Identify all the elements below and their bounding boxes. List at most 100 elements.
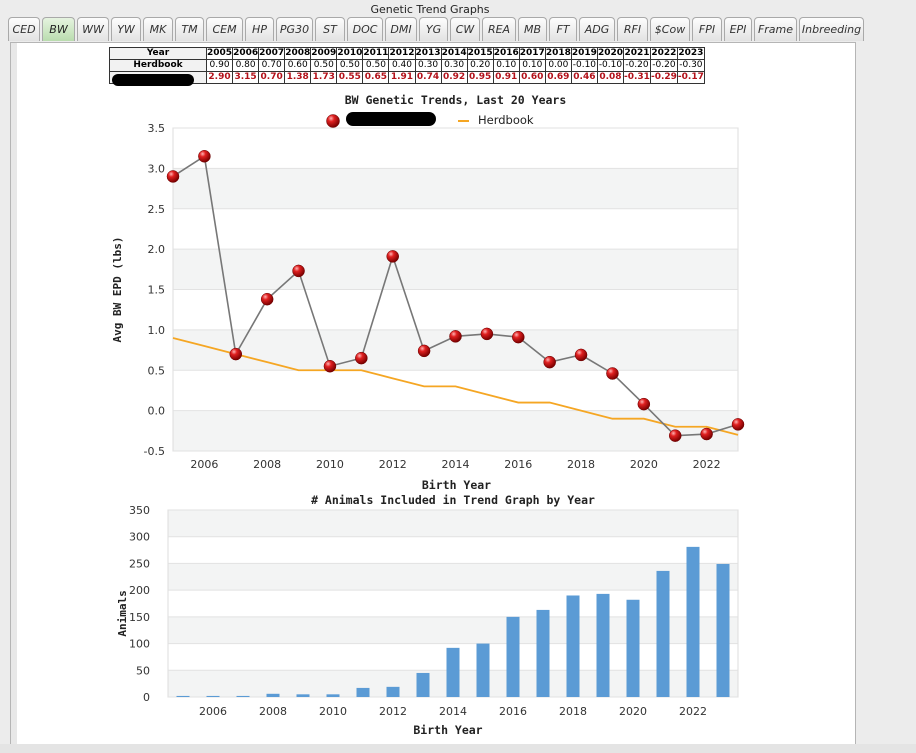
herdbook-value-cell: 0.10	[518, 59, 546, 72]
tab-pg30[interactable]: PG30	[276, 17, 313, 41]
tab-st[interactable]: ST	[315, 17, 345, 41]
tab-ft[interactable]: FT	[549, 17, 577, 41]
tab-ww[interactable]: WW	[77, 17, 109, 41]
bar	[236, 695, 250, 697]
bar	[536, 609, 550, 697]
data-point-herd	[606, 367, 619, 380]
year-row: Year 2005 2006 2007 2008 2009 2010 2011 2012 201…	[109, 47, 705, 60]
tab-rea[interactable]: REA	[482, 17, 516, 41]
y-tick-label: 100	[129, 638, 150, 651]
tab-fpi[interactable]: FPI	[692, 17, 722, 41]
year-cell: 2007	[258, 47, 286, 60]
tab-adg[interactable]: ADG	[579, 17, 615, 41]
herd-value-cell: -0.29	[649, 71, 678, 84]
herd-value-cell: 1.38	[284, 71, 312, 84]
bar	[446, 647, 460, 697]
herd-value-cell: 0.46	[570, 71, 598, 84]
herdbook-value-cell: 0.40	[388, 59, 416, 72]
bar	[716, 563, 730, 697]
x-tick-label: 2012	[379, 705, 407, 718]
data-point-herd	[543, 355, 556, 369]
x-tick-label: 2020	[630, 458, 658, 471]
x-axis-label: Birth Year	[413, 723, 482, 737]
tab-yw[interactable]: YW	[111, 17, 141, 41]
x-tick-label: 2018	[559, 705, 587, 718]
window-title: Genetic Trend Graphs	[370, 3, 490, 16]
year-cell: 2022	[649, 47, 678, 60]
trend-data-table: Year 2005 2006 2007 2008 2009 2010 2011 2012 201…	[109, 47, 705, 84]
y-tick-label: 250	[129, 557, 150, 570]
tab-doc[interactable]: DOC	[347, 17, 383, 41]
panel-left-strip	[11, 43, 17, 752]
x-tick-label: 2022	[679, 705, 707, 718]
tab-epi[interactable]: EPI	[724, 17, 752, 41]
bar	[176, 695, 190, 697]
y-tick-label: 0	[143, 691, 150, 704]
herd-value-cell: 0.08	[596, 71, 625, 84]
x-tick-label: 2016	[504, 458, 532, 471]
x-tick-label: 2014	[439, 705, 467, 718]
data-point-herd	[480, 327, 494, 341]
herd-value-cell: 0.70	[258, 71, 286, 84]
year-cell: 2013	[414, 47, 442, 60]
herdbook-value-cell: 0.30	[440, 59, 468, 72]
bar	[596, 593, 610, 697]
plot-band	[173, 249, 738, 290]
herdbook-row-label: Herdbook	[109, 59, 207, 72]
herdbook-value-cell: 0.60	[284, 59, 312, 72]
y-axis-label: Avg BW EPD (lbs)	[111, 237, 124, 343]
bar	[296, 694, 310, 697]
herdbook-value-cell: -0.10	[570, 59, 598, 72]
x-tick-label: 2022	[693, 458, 721, 471]
year-cell: 2006	[232, 47, 260, 60]
bar	[656, 570, 670, 697]
tab-inbreeding[interactable]: Inbreeding	[799, 17, 864, 41]
year-cell: 2014	[440, 47, 468, 60]
y-tick-label: 200	[129, 584, 150, 597]
tab-hp[interactable]: HP	[245, 17, 274, 41]
year-cell: 2005	[205, 47, 234, 60]
tab-mb[interactable]: MB	[518, 17, 547, 41]
data-point-herd	[668, 429, 682, 442]
herdbook-value-cell: 0.90	[205, 59, 234, 72]
bar	[326, 694, 340, 697]
herd-value-cell: -0.17	[676, 71, 705, 84]
bar	[386, 686, 400, 697]
herdbook-value-cell: -0.30	[676, 59, 705, 72]
legend-redacted-name	[346, 112, 436, 126]
herd-value-cell: 0.74	[414, 71, 442, 84]
tab-tm[interactable]: TM	[175, 17, 204, 41]
tab-mk[interactable]: MK	[143, 17, 173, 41]
tab-cow[interactable]: $Cow	[650, 17, 690, 41]
series-line-herdbook	[172, 337, 739, 436]
year-cell: 2023	[676, 47, 705, 60]
tab-cem[interactable]: CEM	[206, 17, 243, 41]
x-tick-label: 2020	[619, 705, 647, 718]
tab-ced[interactable]: CED	[8, 17, 40, 41]
herd-value-cell: 0.92	[440, 71, 468, 84]
tab-frame[interactable]: Frame	[754, 17, 797, 41]
data-point-herd	[449, 330, 462, 343]
herd-value-cell: 0.95	[466, 71, 494, 84]
tab-bw[interactable]: BW	[42, 17, 75, 41]
year-cell: 2009	[310, 47, 338, 60]
year-cell: 2021	[623, 47, 651, 60]
right-gutter	[856, 42, 916, 753]
tab-yg[interactable]: YG	[419, 17, 448, 41]
herd-value-cell: 0.65	[362, 71, 390, 84]
tab-cw[interactable]: CW	[450, 17, 480, 41]
bar	[506, 616, 520, 697]
y-tick-label: 300	[129, 531, 150, 544]
herd-row: 2.90 3.15 0.70 1.38 1.73 0.55 0.65 1.91 0.74 0.92…	[109, 71, 705, 84]
plot-band	[173, 410, 738, 451]
year-cell: 2017	[518, 47, 546, 60]
y-tick-label: 1.0	[148, 324, 166, 337]
tab-rfi[interactable]: RFI	[617, 17, 648, 41]
y-axis-label: Animals	[116, 590, 129, 636]
y-tick-label: 50	[136, 664, 150, 677]
data-point-herd	[323, 359, 337, 373]
x-tick-label: 2010	[319, 705, 347, 718]
redacted-herd-name	[112, 74, 194, 86]
tab-dmi[interactable]: DMI	[385, 17, 417, 41]
x-tick-label: 2018	[567, 458, 595, 471]
